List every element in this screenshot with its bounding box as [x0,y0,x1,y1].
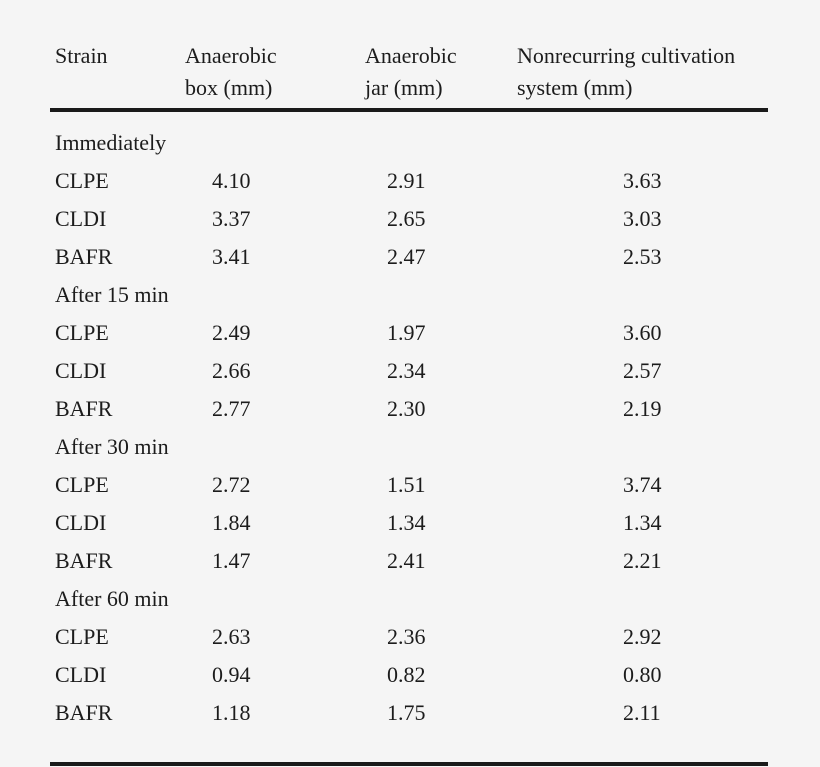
table-row: BAFR 1.18 1.75 2.11 [55,694,798,732]
header-line: Strain [55,43,108,68]
header-rule [50,108,768,112]
bottom-rule [50,762,768,766]
anaerobic-box-value: 2.63 [212,624,251,649]
anaerobic-box-value: 1.84 [212,510,251,535]
header-line: Anaerobic [365,43,457,68]
strain-cell: CLPE [55,624,109,649]
table-row: CLDI 3.37 2.65 3.03 [55,200,798,238]
table-row: CLPE 2.72 1.51 3.74 [55,466,798,504]
header-line: Anaerobic [185,43,277,68]
section-label: Immediately [55,130,167,155]
section-label: After 30 min [55,434,169,459]
nonrecurring-system-value: 1.34 [623,510,662,535]
header-line: jar (mm) [365,75,443,100]
nonrecurring-system-value: 2.57 [623,358,662,383]
anaerobic-box-value: 3.37 [212,206,251,231]
header-line: Nonrecurring cultivation [517,43,736,68]
table-row: BAFR 2.77 2.30 2.19 [55,390,798,428]
table-row: CLPE 4.10 2.91 3.63 [55,162,798,200]
strain-cell: CLDI [55,662,107,687]
strain-cell: CLDI [55,358,107,383]
nonrecurring-system-value: 2.21 [623,548,662,573]
anaerobic-box-value: 2.72 [212,472,251,497]
section-row: After 60 min [55,580,798,618]
nonrecurring-system-value: 2.11 [623,700,661,725]
table-body: Immediately CLPE 4.10 2.91 3.63 CLDI 3.3… [55,124,798,732]
nonrecurring-system-value: 3.63 [623,168,662,193]
table-row: CLDI 1.84 1.34 1.34 [55,504,798,542]
section-label: After 15 min [55,282,169,307]
nonrecurring-system-value: 3.03 [623,206,662,231]
section-label: After 60 min [55,586,169,611]
nonrecurring-system-value: 3.74 [623,472,662,497]
anaerobic-box-value: 2.66 [212,358,251,383]
anaerobic-jar-value: 2.30 [387,396,426,421]
strain-cell: CLPE [55,320,109,345]
anaerobic-box-value: 0.94 [212,662,251,687]
section-row: Immediately [55,124,798,162]
column-header-nonrecurring-system: Nonrecurring cultivation system (mm) [517,40,798,104]
column-header-anaerobic-box: Anaerobic box (mm) [185,40,365,104]
anaerobic-jar-value: 0.82 [387,662,426,687]
table-row: BAFR 3.41 2.47 2.53 [55,238,798,276]
section-row: After 30 min [55,428,798,466]
strain-cell: BAFR [55,548,113,573]
anaerobic-jar-value: 2.47 [387,244,426,269]
nonrecurring-system-value: 2.53 [623,244,662,269]
strain-cell: CLPE [55,472,109,497]
anaerobic-box-value: 2.77 [212,396,251,421]
strain-cell: BAFR [55,244,113,269]
anaerobic-jar-value: 1.75 [387,700,426,725]
strain-cell: CLDI [55,510,107,535]
anaerobic-jar-value: 1.97 [387,320,426,345]
header-line: system (mm) [517,75,633,100]
anaerobic-jar-value: 2.34 [387,358,426,383]
nonrecurring-system-value: 2.92 [623,624,662,649]
strain-cell: CLDI [55,206,107,231]
table-row: CLDI 0.94 0.82 0.80 [55,656,798,694]
anaerobic-box-value: 2.49 [212,320,251,345]
anaerobic-box-value: 4.10 [212,168,251,193]
nonrecurring-system-value: 2.19 [623,396,662,421]
table-row: CLPE 2.63 2.36 2.92 [55,618,798,656]
nonrecurring-system-value: 3.60 [623,320,662,345]
column-header-strain: Strain [55,40,185,104]
anaerobic-box-value: 1.47 [212,548,251,573]
strain-cell: BAFR [55,396,113,421]
strain-cell: BAFR [55,700,113,725]
table-row: CLDI 2.66 2.34 2.57 [55,352,798,390]
anaerobic-jar-value: 2.41 [387,548,426,573]
section-row: After 15 min [55,276,798,314]
header-line: box (mm) [185,75,273,100]
strain-cell: CLPE [55,168,109,193]
table-row: CLPE 2.49 1.97 3.60 [55,314,798,352]
table-header-row: Strain Anaerobic box (mm) Anaerobic jar … [55,40,798,104]
anaerobic-box-value: 3.41 [212,244,251,269]
column-header-anaerobic-jar: Anaerobic jar (mm) [365,40,517,104]
anaerobic-jar-value: 2.65 [387,206,426,231]
anaerobic-jar-value: 1.34 [387,510,426,535]
table-row: BAFR 1.47 2.41 2.21 [55,542,798,580]
anaerobic-jar-value: 1.51 [387,472,426,497]
anaerobic-jar-value: 2.91 [387,168,426,193]
nonrecurring-system-value: 0.80 [623,662,662,687]
anaerobic-jar-value: 2.36 [387,624,426,649]
anaerobic-box-value: 1.18 [212,700,251,725]
